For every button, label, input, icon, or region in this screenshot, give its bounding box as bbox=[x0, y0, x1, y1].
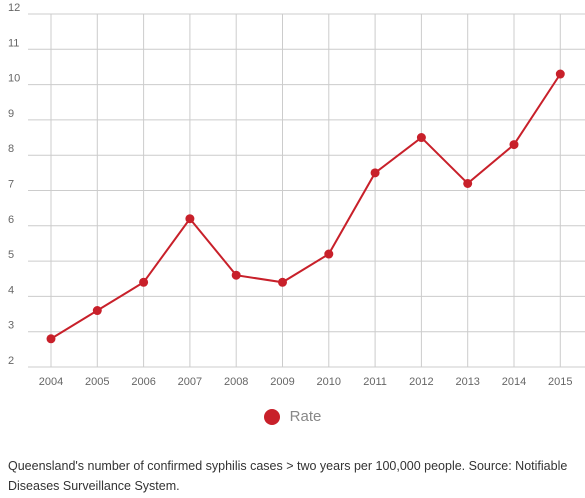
x-tick-label-2009: 2009 bbox=[270, 376, 294, 388]
y-tick-label-8: 8 bbox=[8, 143, 14, 155]
y-tick-label-6: 6 bbox=[8, 214, 14, 226]
x-axis-ticks: 2004 2005 2006 2007 2008 2009 2010 2011 2012 2013… bbox=[39, 376, 573, 388]
x-tick-label-2005: 2005 bbox=[85, 376, 109, 388]
x-tick-label-2006: 2006 bbox=[131, 376, 155, 388]
data-point-2007 bbox=[185, 214, 195, 224]
x-tick-label-2004: 2004 bbox=[39, 376, 63, 388]
data-point-2009 bbox=[278, 277, 287, 287]
x-tick-label-2007: 2007 bbox=[178, 376, 202, 388]
y-tick-label-5: 5 bbox=[8, 249, 14, 261]
data-point-2013 bbox=[463, 178, 473, 188]
x-tick-label-2011: 2011 bbox=[363, 376, 387, 388]
data-point-2010 bbox=[324, 249, 334, 259]
x-tick-label-2013: 2013 bbox=[455, 376, 479, 388]
data-point-2011 bbox=[370, 168, 380, 178]
x-tick-label-2008: 2008 bbox=[224, 376, 248, 388]
data-point-2008 bbox=[231, 270, 241, 280]
x-tick-label-2010: 2010 bbox=[317, 376, 341, 388]
legend[interactable]: Rate bbox=[0, 408, 585, 425]
y-tick-label-7: 7 bbox=[8, 179, 14, 191]
legend-marker-icon bbox=[263, 408, 280, 425]
y-tick-label-2: 2 bbox=[8, 355, 14, 367]
data-point-2006 bbox=[139, 277, 149, 287]
x-tick-label-2012: 2012 bbox=[409, 376, 433, 388]
data-point-2012 bbox=[416, 133, 426, 143]
y-axis-ticks: 2 3 4 5 6 7 8 9 10 11 12 bbox=[8, 2, 20, 367]
gridlines bbox=[28, 13, 585, 368]
data-point-2004 bbox=[46, 334, 56, 344]
y-tick-label-11: 11 bbox=[8, 37, 19, 49]
series-line-0 bbox=[50, 73, 562, 340]
series-rate bbox=[46, 69, 565, 344]
x-tick-label-2014: 2014 bbox=[502, 376, 526, 388]
legend-label-rate: Rate bbox=[289, 408, 322, 425]
y-tick-label-9: 9 bbox=[8, 108, 14, 120]
data-point-2005 bbox=[92, 306, 102, 316]
chart-caption: Queensland's number of confirmed syphili… bbox=[8, 459, 568, 493]
y-tick-label-10: 10 bbox=[8, 73, 20, 85]
data-point-2014 bbox=[509, 140, 519, 150]
y-tick-label-3: 3 bbox=[8, 320, 14, 332]
data-point-2015 bbox=[555, 69, 565, 79]
y-tick-label-12: 12 bbox=[8, 2, 20, 14]
x-tick-label-2015: 2015 bbox=[548, 376, 572, 388]
y-tick-label-4: 4 bbox=[8, 284, 14, 296]
